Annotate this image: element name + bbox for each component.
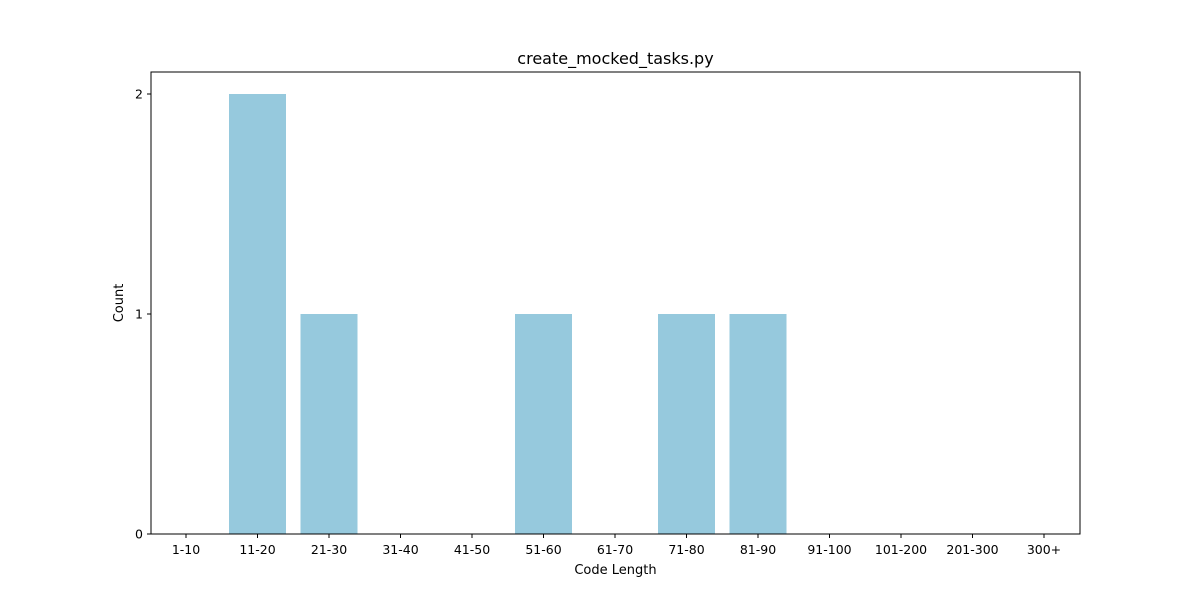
x-tick-label: 71-80 <box>668 542 704 557</box>
x-tick-label: 81-90 <box>740 542 776 557</box>
bar-11-20 <box>229 94 286 534</box>
x-tick-label: 41-50 <box>454 542 490 557</box>
x-tick-label: 61-70 <box>597 542 633 557</box>
x-tick-label: 91-100 <box>807 542 851 557</box>
x-tick-label: 101-200 <box>875 542 927 557</box>
y-tick-label: 0 <box>135 527 143 542</box>
y-tick-label: 2 <box>135 87 143 102</box>
x-tick-label: 51-60 <box>525 542 561 557</box>
x-tick-label: 1-10 <box>172 542 200 557</box>
x-tick-label: 300+ <box>1027 542 1061 557</box>
x-tick-label: 201-300 <box>946 542 998 557</box>
y-axis-label: Count <box>112 284 127 323</box>
x-axis-label: Code Length <box>574 563 656 578</box>
bar-81-90 <box>730 314 787 534</box>
chart-title: create_mocked_tasks.py <box>517 49 713 69</box>
x-tick-label: 21-30 <box>311 542 347 557</box>
bar-21-30 <box>301 314 358 534</box>
bar-51-60 <box>515 314 572 534</box>
x-tick-label: 11-20 <box>239 542 275 557</box>
y-tick-label: 1 <box>135 307 143 322</box>
bar-71-80 <box>658 314 715 534</box>
x-tick-label: 31-40 <box>382 542 418 557</box>
